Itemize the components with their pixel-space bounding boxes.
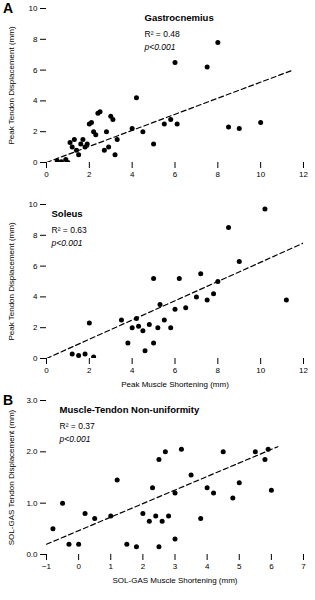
- svg-text:1: 1: [109, 562, 114, 571]
- svg-text:0: 0: [33, 158, 38, 167]
- svg-text:4: 4: [33, 96, 38, 105]
- svg-text:4: 4: [33, 292, 38, 301]
- svg-text:2: 2: [33, 127, 38, 136]
- svg-text:p<0.001: p<0.001: [59, 434, 91, 444]
- svg-text:10: 10: [256, 170, 265, 179]
- svg-text:Peak Tendon Displacement (mm): Peak Tendon Displacement (mm): [7, 26, 16, 144]
- svg-text:4: 4: [130, 366, 135, 375]
- svg-text:0: 0: [44, 170, 49, 179]
- svg-text:1.0: 1.0: [26, 499, 38, 508]
- svg-text:Soleus: Soleus: [52, 208, 83, 219]
- svg-text:0.0: 0.0: [26, 550, 38, 559]
- svg-text:Peak Tendon Displacement (mm): Peak Tendon Displacement (mm): [7, 222, 16, 340]
- svg-text:8: 8: [33, 35, 38, 44]
- svg-text:6: 6: [173, 170, 178, 179]
- svg-text:0: 0: [44, 366, 49, 375]
- svg-text:2: 2: [141, 562, 146, 571]
- svg-text:3.0: 3.0: [26, 396, 38, 405]
- svg-text:R² = 0.48: R² = 0.48: [145, 29, 180, 39]
- svg-text:6: 6: [269, 562, 274, 571]
- svg-text:2.0: 2.0: [26, 447, 38, 456]
- svg-text:p<0.001: p<0.001: [144, 42, 176, 52]
- svg-text:10: 10: [29, 4, 38, 13]
- svg-text:SOL-GAS Tendon Displacement (m: SOL-GAS Tendon Displacement (mm): [7, 409, 16, 545]
- svg-text:8: 8: [33, 231, 38, 240]
- svg-text:p<0.001: p<0.001: [51, 238, 83, 248]
- svg-text:12: 12: [299, 366, 308, 375]
- svg-text:4: 4: [205, 562, 210, 571]
- svg-text:2: 2: [33, 323, 38, 332]
- svg-text:SOL-GAS Muscle Shortening (mm): SOL-GAS Muscle Shortening (mm): [113, 576, 238, 585]
- html-text:B: B: [3, 392, 14, 408]
- svg-text:0: 0: [76, 562, 81, 571]
- svg-text:12: 12: [299, 170, 308, 179]
- svg-text:8: 8: [216, 170, 221, 179]
- svg-text:−1: −1: [42, 562, 52, 571]
- svg-text:R² = 0.37: R² = 0.37: [60, 421, 95, 431]
- svg-text:Gastrocnemius: Gastrocnemius: [145, 12, 214, 23]
- svg-text:2: 2: [87, 170, 92, 179]
- svg-text:3: 3: [173, 562, 178, 571]
- svg-text:Peak Muscle Shortening (mm): Peak Muscle Shortening (mm): [121, 380, 229, 389]
- svg-text:5: 5: [237, 562, 242, 571]
- html-text:A: A: [3, 0, 14, 16]
- svg-text:R² = 0.63: R² = 0.63: [52, 225, 87, 235]
- svg-text:10: 10: [29, 200, 38, 209]
- svg-text:10: 10: [256, 366, 265, 375]
- svg-text:0: 0: [33, 354, 38, 363]
- svg-text:8: 8: [216, 366, 221, 375]
- svg-text:2: 2: [87, 366, 92, 375]
- svg-text:Muscle-Tendon Non-uniformity: Muscle-Tendon Non-uniformity: [60, 404, 200, 415]
- svg-text:4: 4: [130, 170, 135, 179]
- svg-text:6: 6: [33, 262, 38, 271]
- svg-text:6: 6: [173, 366, 178, 375]
- svg-text:6: 6: [33, 66, 38, 75]
- svg-text:7: 7: [301, 562, 306, 571]
